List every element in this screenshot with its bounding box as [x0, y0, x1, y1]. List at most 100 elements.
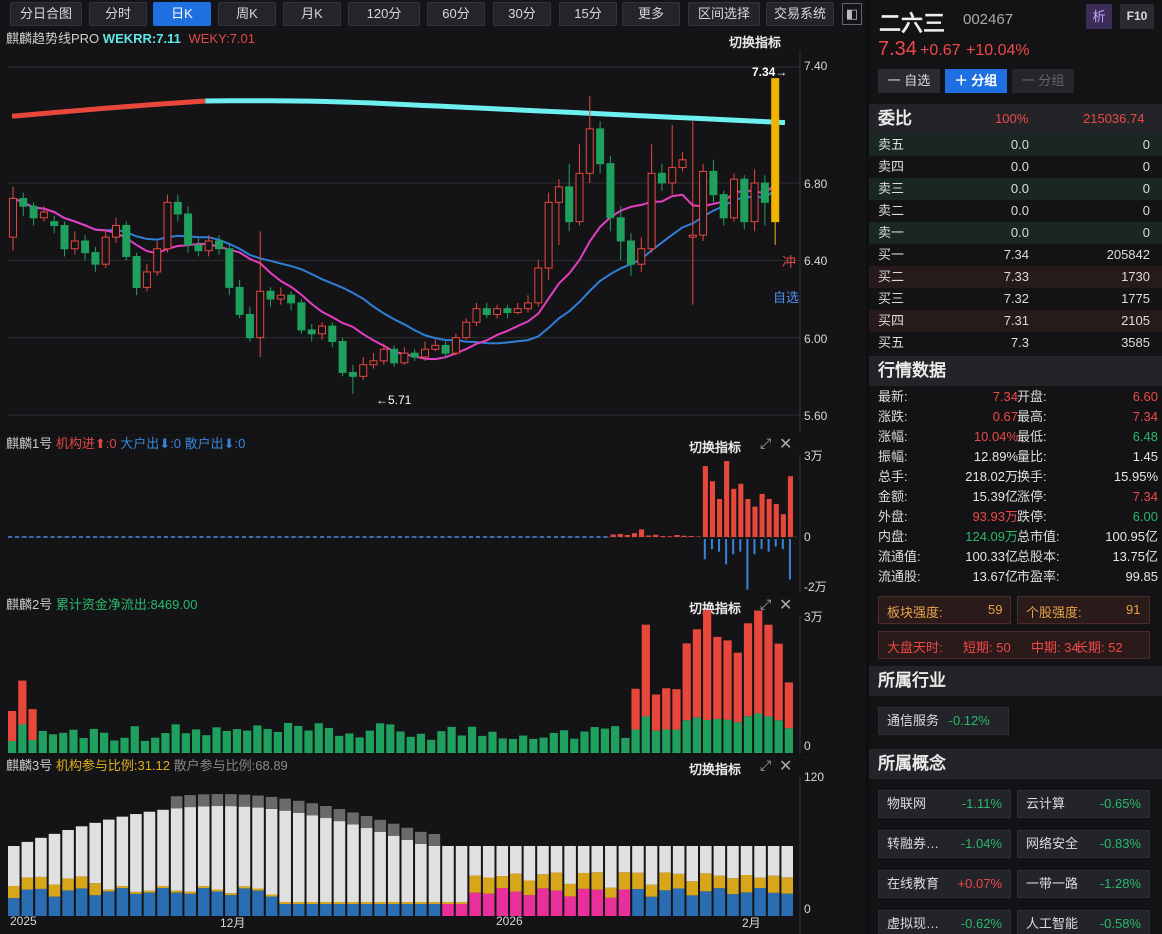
switch-indicator-button[interactable]: 切换指标: [689, 601, 742, 616]
retail-bar: [333, 821, 346, 902]
yellow-bar: [197, 886, 210, 889]
retail-bar: [279, 810, 291, 902]
yellow-bar: [143, 890, 156, 893]
concept-pct: -0.83%: [1099, 836, 1141, 851]
concept-pct: -1.11%: [961, 796, 1002, 811]
flat-bar: [121, 536, 126, 538]
switch-indicator-button[interactable]: 切换指标: [689, 440, 742, 455]
flat-bar: [100, 536, 105, 538]
collapse-panel-icon[interactable]: ◧: [842, 3, 862, 25]
green-bar: [713, 718, 722, 753]
green-bar: [263, 728, 272, 753]
industry-chip[interactable]: 通信服务 -0.12%: [878, 707, 1009, 735]
concept-pct: +0.07%: [957, 876, 1002, 891]
red-bar: [703, 609, 712, 720]
flat-bar: [199, 536, 204, 538]
orderbook-level: 卖一: [878, 225, 905, 240]
close-icon[interactable]: ✕: [779, 597, 793, 614]
retail-bar: [62, 829, 74, 879]
red-bar: [692, 629, 702, 718]
inst-bar: [48, 896, 61, 916]
green-bar: [641, 716, 650, 753]
toolbar-button-8[interactable]: 15分: [559, 2, 617, 26]
quote-key: 最新:: [878, 389, 908, 404]
candlestick-chart[interactable]: [0, 28, 866, 432]
toolbar-button-3[interactable]: 周K: [218, 2, 276, 26]
quote-value: 0.67: [992, 409, 1018, 424]
inflow-bar: [780, 514, 786, 537]
yellow-bar: [550, 872, 563, 891]
zixuan-label[interactable]: 自选: [773, 290, 800, 305]
toolbar-button-7[interactable]: 30分: [493, 2, 551, 26]
green-bar: [488, 731, 497, 753]
concept-chip[interactable]: 转融券… -1.04%: [878, 830, 1011, 858]
grey-top-bar: [197, 794, 210, 807]
close-icon[interactable]: ✕: [779, 436, 793, 453]
orderbook-title: 委比: [878, 109, 912, 128]
concept-chip[interactable]: 人工智能 -0.58%: [1017, 910, 1150, 934]
green-bar: [631, 729, 640, 753]
toolbar-button-11[interactable]: 交易系统: [766, 2, 834, 26]
orderbook-row: 买三 7.32 1775: [869, 288, 1162, 310]
toolbar-button-5[interactable]: 120分: [348, 2, 420, 26]
retail-bar: [672, 846, 685, 874]
green-bar: [764, 716, 773, 753]
concept-chip[interactable]: 网络安全 -0.83%: [1017, 830, 1150, 858]
toolbar-button-0[interactable]: 分日合图: [10, 2, 82, 26]
flat-bar: [156, 536, 161, 538]
f10-button[interactable]: F10: [1120, 4, 1154, 29]
inst-bar: [659, 890, 671, 916]
candle-body: [359, 364, 368, 377]
expand-icon[interactable]: ⤢: [760, 757, 772, 773]
add-group-button[interactable]: ＋ 分组: [945, 69, 1007, 93]
flat-bar: [36, 536, 41, 538]
flat-bar: [390, 536, 395, 538]
retail-bar: [238, 806, 251, 887]
inflow-bar: [695, 536, 701, 537]
toolbar-button-4[interactable]: 月K: [283, 2, 341, 26]
expand-icon[interactable]: ⤢: [760, 435, 772, 451]
switch-indicator-button[interactable]: 切换指标: [729, 35, 782, 50]
close-icon[interactable]: ✕: [779, 758, 793, 775]
add-watchlist-button[interactable]: 一 自选: [878, 69, 940, 93]
concept-chip[interactable]: 虚拟现… -0.62%: [878, 910, 1011, 934]
toolbar-button-1[interactable]: 分时: [89, 2, 147, 26]
inflow-bar: [702, 466, 708, 537]
green-bar: [28, 739, 37, 753]
concept-chip[interactable]: 云计算 -0.65%: [1017, 790, 1150, 818]
flat-bar: [504, 536, 509, 538]
candle-body: [647, 172, 656, 250]
inst-bar: [130, 893, 142, 916]
yellow-bar: [618, 872, 631, 890]
retail-bar: [387, 835, 400, 902]
grey-top-bar: [401, 827, 414, 840]
toolbar-button-10[interactable]: 区间选择: [688, 2, 760, 26]
candle-body: [390, 348, 399, 364]
inflow-bar: [631, 533, 638, 537]
red-bar: [733, 652, 742, 723]
toolbar-button-9[interactable]: 更多: [622, 2, 680, 26]
candle-body: [730, 178, 738, 219]
analyze-button[interactable]: 析: [1086, 4, 1112, 29]
flat-bar: [397, 536, 403, 538]
retail-bar: [374, 831, 386, 902]
inst-bar: [143, 892, 156, 916]
candle-body: [369, 360, 378, 366]
switch-indicator-button[interactable]: 切换指标: [689, 762, 742, 777]
flat-bar: [163, 536, 169, 538]
green-bar: [222, 730, 231, 753]
flat-bar: [518, 536, 523, 538]
yellow-bar: [659, 872, 671, 891]
remove-group-button[interactable]: 一 分组: [1012, 69, 1074, 93]
toolbar-button-2[interactable]: 日K: [153, 2, 211, 26]
stock-strength-box: 个股强度: 91: [1017, 596, 1150, 624]
yellow-bar: [482, 877, 495, 894]
expand-icon[interactable]: ⤢: [760, 596, 772, 612]
concept-chip[interactable]: 在线教育 +0.07%: [878, 870, 1011, 898]
retail-bar: [577, 846, 590, 873]
concept-chip[interactable]: 一带一路 -1.28%: [1017, 870, 1150, 898]
concept-chip[interactable]: 物联网 -1.11%: [878, 790, 1011, 818]
yellow-bar: [767, 875, 780, 893]
flat-bar: [71, 536, 76, 538]
toolbar-button-6[interactable]: 60分: [427, 2, 485, 26]
